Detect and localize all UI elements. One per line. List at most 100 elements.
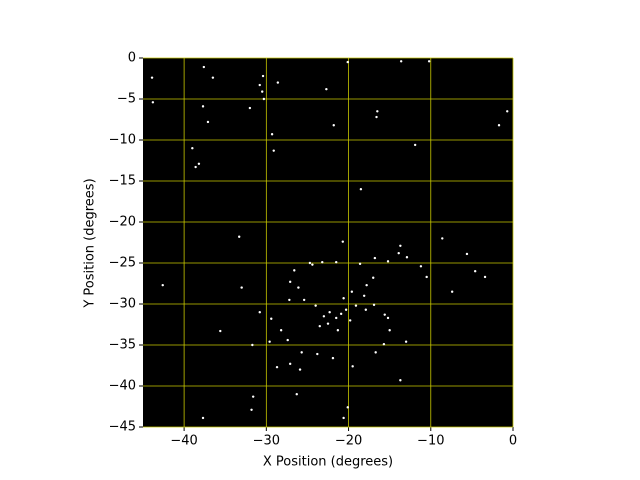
- star-point: [346, 60, 349, 64]
- x-tick-label: −10: [417, 434, 444, 449]
- star-point: [342, 416, 345, 420]
- star-point: [349, 319, 352, 322]
- star-point: [300, 351, 303, 354]
- star-point: [344, 308, 348, 311]
- star-point: [346, 406, 349, 409]
- star-point: [358, 262, 362, 266]
- star-point: [288, 362, 292, 366]
- y-tick-label: −10: [109, 133, 136, 148]
- star-point: [374, 351, 377, 354]
- star-point: [399, 60, 403, 63]
- star-point: [497, 124, 501, 127]
- star-point: [373, 256, 377, 260]
- y-tick-label: −20: [109, 215, 136, 230]
- star-point: [293, 269, 296, 272]
- y-tick-label: 0: [128, 51, 136, 66]
- star-point: [272, 149, 275, 152]
- star-point: [311, 263, 314, 266]
- star-point: [359, 188, 363, 191]
- star-point: [194, 165, 197, 169]
- star-point: [286, 338, 289, 342]
- x-tick-label: −40: [170, 434, 197, 449]
- star-point: [161, 283, 164, 287]
- star-point: [483, 275, 487, 279]
- star-point: [261, 90, 264, 93]
- star-point: [201, 416, 205, 420]
- star-point: [441, 237, 444, 240]
- star-point: [288, 298, 291, 302]
- star-point: [465, 252, 469, 256]
- star-point: [298, 368, 302, 371]
- star-point: [248, 106, 252, 110]
- star-point: [335, 260, 338, 264]
- x-axis-label: X Position (degrees): [263, 455, 393, 470]
- star-point: [197, 162, 201, 165]
- star-point: [364, 308, 368, 311]
- star-point: [258, 83, 261, 87]
- y-axis-label: Y Position (degrees): [83, 178, 98, 308]
- x-tick-label: −20: [335, 434, 362, 449]
- star-point: [399, 379, 402, 382]
- star-point: [191, 147, 194, 150]
- star-point: [268, 340, 271, 343]
- star-point: [211, 76, 215, 79]
- star-point: [425, 275, 428, 279]
- star-point: [419, 265, 423, 268]
- star-point: [219, 329, 222, 333]
- y-tick-label: −45: [109, 420, 136, 435]
- star-point: [250, 408, 253, 411]
- star-point: [261, 74, 265, 78]
- star-point: [336, 329, 340, 332]
- star-point: [383, 313, 386, 316]
- y-tick-label: −15: [109, 174, 136, 189]
- star-point: [325, 87, 328, 91]
- star-point: [386, 260, 390, 263]
- star-point: [321, 260, 324, 264]
- star-point: [314, 304, 317, 307]
- star-point: [297, 286, 300, 289]
- star-point: [279, 329, 283, 332]
- plot-background: [143, 58, 513, 427]
- star-point: [201, 105, 205, 108]
- star-point: [365, 283, 368, 287]
- star-point: [473, 270, 477, 273]
- star-point: [399, 244, 402, 247]
- star-point: [397, 251, 400, 255]
- star-point: [362, 294, 366, 297]
- star-point: [270, 133, 274, 136]
- star-point: [270, 317, 273, 320]
- star-point: [251, 395, 255, 398]
- star-point: [404, 340, 408, 343]
- star-point: [354, 304, 358, 307]
- y-tick-label: −25: [109, 256, 136, 271]
- y-tick-label: −30: [109, 297, 136, 312]
- star-point: [405, 256, 409, 259]
- star-point: [331, 356, 335, 360]
- star-point: [206, 120, 210, 124]
- star-point: [262, 97, 266, 101]
- star-point: [372, 303, 376, 307]
- star-point: [308, 261, 312, 265]
- star-point: [251, 343, 254, 347]
- star-point: [376, 110, 379, 113]
- star-point: [240, 286, 243, 289]
- star-point: [351, 365, 354, 368]
- x-tick-label: −30: [253, 434, 280, 449]
- star-point: [275, 365, 279, 369]
- star-point: [276, 81, 280, 84]
- star-point: [339, 312, 343, 316]
- x-tick-label: 0: [509, 434, 517, 449]
- star-point: [150, 76, 154, 79]
- y-tick-label: −40: [109, 379, 136, 394]
- star-point: [258, 311, 261, 314]
- star-point: [318, 324, 321, 328]
- star-point: [375, 115, 378, 119]
- star-point: [302, 298, 306, 302]
- star-point: [350, 290, 354, 293]
- star-point: [413, 143, 417, 147]
- star-point: [388, 329, 391, 332]
- star-point: [342, 297, 345, 300]
- star-point: [322, 315, 326, 318]
- star-point: [506, 110, 509, 113]
